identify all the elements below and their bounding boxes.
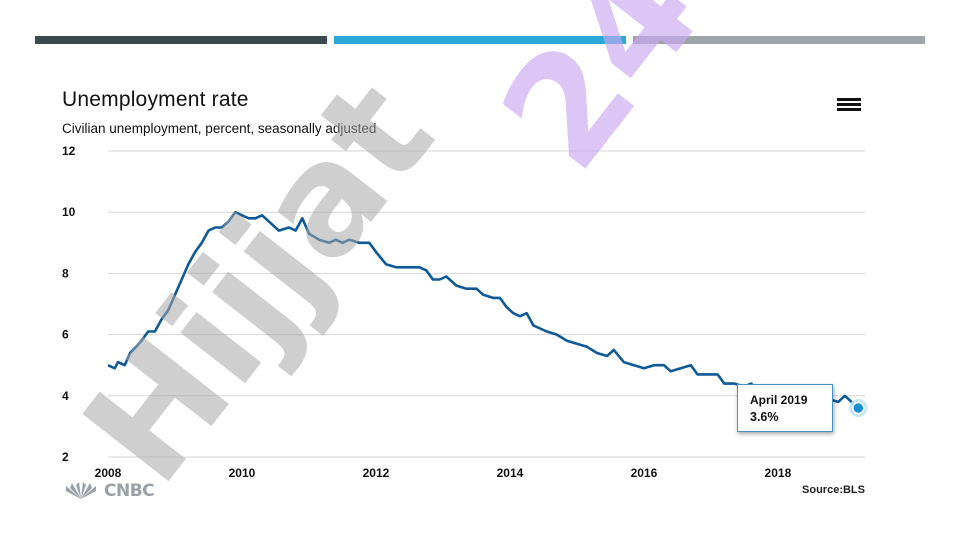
source-label: Source:BLS	[802, 484, 865, 496]
data-tooltip: April 2019 3.6%	[737, 384, 833, 432]
x-tick-label: 2012	[363, 466, 390, 480]
x-axis-ticks: 2008 2010 2012 2014 2016 2018	[95, 466, 792, 480]
y-tick-label: 2	[62, 450, 69, 464]
y-tick-label: 10	[62, 205, 76, 219]
x-tick-label: 2016	[631, 466, 658, 480]
y-axis-ticks: 12 10 8 6 4 2	[62, 144, 76, 464]
cnbc-logo-text: CNBC	[104, 481, 155, 501]
y-tick-label: 4	[62, 389, 69, 403]
x-tick-label: 2008	[95, 466, 122, 480]
y-tick-label: 12	[62, 144, 76, 158]
x-tick-label: 2014	[497, 466, 524, 480]
chart-subtitle: Civilian unemployment, percent, seasonal…	[62, 121, 377, 136]
series-line-unemployment	[107, 210, 860, 409]
tooltip-value: 3.6%	[750, 410, 779, 424]
tooltip-date: April 2019	[750, 393, 808, 407]
header-bar-dark	[35, 36, 327, 44]
hover-point[interactable]	[852, 401, 865, 415]
x-tick-label: 2018	[765, 466, 792, 480]
y-tick-label: 6	[62, 328, 69, 342]
x-tick-label: 2010	[229, 466, 256, 480]
header-bar-blue	[334, 36, 626, 44]
header-bar-gray	[633, 36, 925, 44]
hamburger-menu-icon[interactable]	[837, 97, 861, 113]
peacock-icon	[66, 482, 96, 499]
chart-title: Unemployment rate	[62, 88, 249, 111]
y-tick-label: 8	[62, 266, 69, 280]
cnbc-logo: CNBC	[62, 481, 155, 501]
